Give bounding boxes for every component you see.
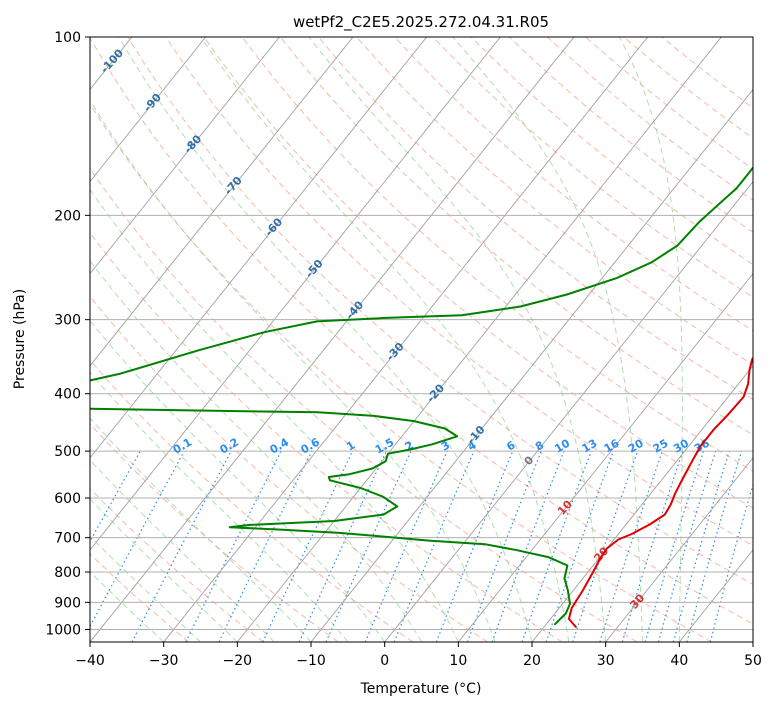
y-axis-label: Pressure (hPa) [12, 289, 28, 389]
dry-adiabat [90, 231, 563, 642]
moist-adiabat [90, 320, 386, 642]
isotherm-label: 40 [664, 638, 684, 658]
moist-adiabat [90, 371, 349, 642]
mixing-ratio-line [621, 450, 684, 642]
dry-adiabat [203, 37, 753, 509]
isotherm-line [90, 37, 428, 459]
dry-adiabat [127, 37, 753, 586]
mixing-ratio-line [90, 450, 185, 628]
plot-frame [89, 36, 754, 643]
x-tick-label: −10 [296, 653, 326, 669]
moist-adiabat [90, 260, 422, 642]
moist-adiabat [90, 571, 165, 642]
y-tick-label: 500 [54, 444, 81, 460]
isotherm-line [90, 37, 501, 551]
moist-adiabat [118, 37, 533, 642]
x-tick-label: 20 [523, 653, 541, 669]
mixing-ratio-line [298, 450, 387, 642]
sounding-profiles [90, 166, 753, 628]
isotherm-line [90, 37, 280, 275]
dry-adiabat [356, 37, 753, 366]
isotherm-line [236, 37, 722, 642]
pressure-gridlines [90, 37, 753, 630]
moist-adiabat [90, 188, 459, 642]
y-tick-label: 200 [54, 208, 81, 224]
y-tick-label: 900 [54, 595, 81, 611]
x-tick-label: −30 [149, 653, 179, 669]
mixing-ratio-line [262, 450, 354, 642]
x-axis-label: Temperature (°C) [360, 681, 482, 697]
temperature-profile [567, 356, 753, 628]
dry-adiabat [90, 37, 753, 625]
dry-adiabat [165, 37, 753, 547]
x-tick-label: 50 [744, 653, 762, 669]
x-tick-label: 40 [670, 653, 688, 669]
moist-adiabat [618, 37, 683, 642]
moist-adiabats [90, 37, 683, 642]
isotherms [90, 37, 753, 642]
mixing-ratio-line [599, 450, 663, 642]
y-tick-label: 600 [54, 491, 81, 507]
isotherm-line [163, 37, 649, 642]
dry-adiabat [90, 103, 712, 642]
y-tick-label: 800 [54, 565, 81, 581]
y-tick-label: 1000 [45, 622, 81, 638]
mixing-ratio-line [435, 450, 514, 642]
x-axis-ticks: −40 −30 −20 −10 0 10 20 30 40 50 [75, 642, 762, 669]
y-tick-label: 100 [54, 30, 81, 46]
isotherm-line [90, 37, 207, 183]
dry-adiabat [90, 553, 190, 642]
isotherm-line [90, 37, 354, 367]
y-tick-label: 300 [54, 313, 81, 329]
mixing-ratio-line [657, 450, 717, 642]
dewpoint-profile [90, 166, 753, 626]
moist-adiabat [90, 498, 238, 642]
moist-adiabat [452, 37, 643, 642]
y-tick-label: 700 [54, 531, 81, 547]
isotherm-line [384, 180, 753, 642]
dry-adiabat [90, 295, 488, 642]
isotherm-line [531, 365, 753, 642]
mixing-ratio-line [466, 450, 542, 642]
dry-adiabat [318, 37, 753, 401]
isotherm-line [90, 37, 575, 642]
isotherm-line [605, 457, 753, 642]
mixing-ratio-line [218, 450, 313, 642]
mixing-ratio-line [672, 450, 730, 642]
moist-adiabat [200, 37, 570, 642]
isotherm-line [310, 88, 753, 642]
moist-adiabat [90, 459, 275, 642]
isotherm-line [457, 272, 753, 642]
x-tick-label: 10 [449, 653, 467, 669]
dry-adiabat [90, 167, 638, 642]
moist-adiabat [308, 37, 607, 642]
y-tick-label: 400 [54, 387, 81, 403]
x-tick-label: −20 [223, 653, 253, 669]
x-tick-label: 0 [380, 653, 389, 669]
moist-adiabat [90, 99, 496, 642]
dry-adiabat [394, 37, 753, 332]
chart-title: wetPf2_C2E5.2025.272.04.31.R05 [293, 13, 549, 32]
moist-adiabat [90, 535, 201, 642]
x-tick-label: −40 [75, 653, 105, 669]
x-tick-label: 30 [597, 653, 615, 669]
y-axis-ticks: 100 200 300 400 500 600 700 800 900 1000 [45, 30, 90, 638]
mixing-ratio-line [686, 450, 743, 642]
